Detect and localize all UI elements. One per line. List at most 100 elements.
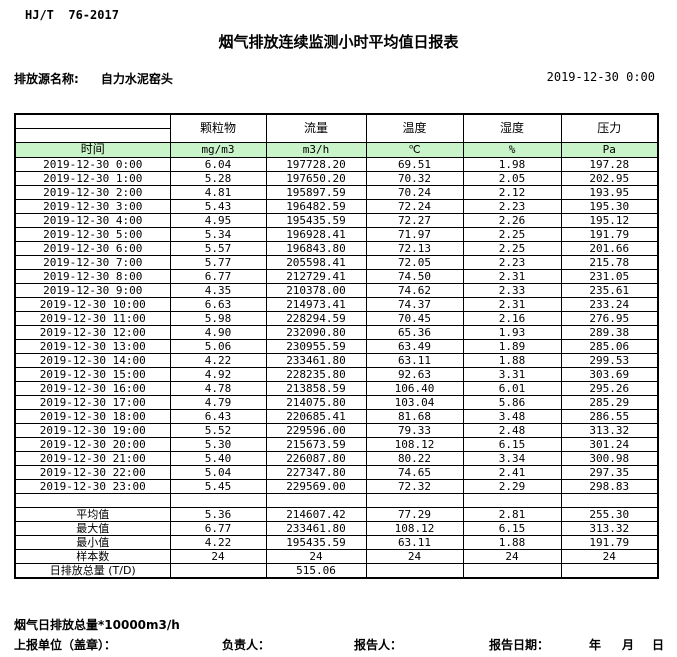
value-cell: 72.32 xyxy=(365,478,464,494)
value-cell: 202.95 xyxy=(560,170,659,186)
value-cell: 213858.59 xyxy=(265,380,367,396)
value-cell: 228294.59 xyxy=(265,310,367,326)
summary-value xyxy=(169,562,267,578)
table-row: 2019-12-30 11:00 5.98 228294.59 70.45 2.16 27… xyxy=(14,310,659,326)
summary-value: 6.77 xyxy=(169,520,267,536)
standard-number: HJ/T 76-2017 xyxy=(25,8,119,22)
value-cell: 3.34 xyxy=(462,450,562,466)
unit-flow: m3/h xyxy=(265,141,367,158)
value-cell: 303.69 xyxy=(560,366,659,382)
table-row: 2019-12-30 0:00 6.04 197728.20 69.51 1.98 197… xyxy=(14,156,659,172)
table-row: 2019-12-30 7:00 5.77 205598.41 72.05 2.23 215… xyxy=(14,254,659,270)
value-cell: 4.92 xyxy=(169,366,267,382)
unit-humidity: % xyxy=(462,141,562,158)
value-cell: 195.12 xyxy=(560,212,659,228)
value-cell: 196843.80 xyxy=(265,240,367,256)
value-cell: 233461.80 xyxy=(265,352,367,368)
time-cell: 2019-12-30 18:00 xyxy=(14,408,171,424)
value-cell: 4.90 xyxy=(169,324,267,340)
value-cell: 2.26 xyxy=(462,212,562,228)
summary-value: 5.36 xyxy=(169,506,267,522)
summary-row: 样本数 24 24 24 24 24 xyxy=(14,548,659,564)
summary-value: 77.29 xyxy=(365,506,464,522)
value-cell: 2.05 xyxy=(462,170,562,186)
summary-label: 样本数 xyxy=(14,548,171,564)
header-row-top: 颗粒物 流量 温度 湿度 压力 xyxy=(14,113,659,143)
column-header-temperature: 温度 xyxy=(365,113,464,143)
table-row: 2019-12-30 18:00 6.43 220685.41 81.68 3.48 28… xyxy=(14,408,659,424)
time-cell: 2019-12-30 0:00 xyxy=(14,156,171,172)
value-cell: 4.78 xyxy=(169,380,267,396)
value-cell: 4.95 xyxy=(169,212,267,228)
value-cell: 300.98 xyxy=(560,450,659,466)
value-cell: 5.30 xyxy=(169,436,267,452)
responsible-person-label: 负责人： xyxy=(222,638,271,652)
source-line: 排放源名称: 自力水泥窑头 2019-12-30 0:00 xyxy=(14,70,663,87)
value-cell: 2.25 xyxy=(462,240,562,256)
value-cell: 220685.41 xyxy=(265,408,367,424)
table-row: 2019-12-30 21:00 5.40 226087.80 80.22 3.34 30… xyxy=(14,450,659,466)
value-cell: 103.04 xyxy=(365,394,464,410)
day-label: 日 xyxy=(652,638,665,652)
value-cell: 106.40 xyxy=(365,380,464,396)
value-cell: 195435.59 xyxy=(265,212,367,228)
hourly-rows: 2019-12-30 0:00 6.04 197728.20 69.51 1.98 197… xyxy=(14,156,659,494)
table-row: 2019-12-30 14:00 4.22 233461.80 63.11 1.88 29… xyxy=(14,352,659,368)
report-date-label: 报告日期： xyxy=(489,638,550,652)
time-cell: 2019-12-30 9:00 xyxy=(14,282,171,298)
summary-value: 4.22 xyxy=(169,534,267,550)
value-cell: 71.97 xyxy=(365,226,464,242)
value-cell: 65.36 xyxy=(365,324,464,340)
value-cell: 6.63 xyxy=(169,296,267,312)
value-cell: 235.61 xyxy=(560,282,659,298)
table-row: 2019-12-30 4:00 4.95 195435.59 72.27 2.26 195… xyxy=(14,212,659,228)
time-cell: 2019-12-30 23:00 xyxy=(14,478,171,494)
value-cell: 5.57 xyxy=(169,240,267,256)
summary-label: 最大值 xyxy=(14,520,171,536)
value-cell: 2.31 xyxy=(462,268,562,284)
time-cell: 2019-12-30 6:00 xyxy=(14,240,171,256)
report-table: 颗粒物 流量 温度 湿度 压力 时间 mg/m3 m3/h ℃ % Pa 201… xyxy=(14,113,659,579)
value-cell: 214973.41 xyxy=(265,296,367,312)
value-cell: 70.24 xyxy=(365,184,464,200)
table-row: 2019-12-30 23:00 5.45 229569.00 72.32 2.29 29… xyxy=(14,478,659,494)
value-cell: 4.81 xyxy=(169,184,267,200)
corner-cell-bottom xyxy=(14,127,171,143)
summary-row: 日排放总量 (T/D) 515.06 xyxy=(14,562,659,578)
summary-value: 195435.59 xyxy=(265,534,367,550)
time-cell: 2019-12-30 7:00 xyxy=(14,254,171,270)
value-cell: 74.62 xyxy=(365,282,464,298)
value-cell: 74.50 xyxy=(365,268,464,284)
column-header-humidity: 湿度 xyxy=(462,113,562,143)
value-cell: 2.12 xyxy=(462,184,562,200)
value-cell: 2.16 xyxy=(462,310,562,326)
value-cell: 74.65 xyxy=(365,464,464,480)
column-header-flow: 流量 xyxy=(265,113,367,143)
value-cell: 196482.59 xyxy=(265,198,367,214)
value-cell: 5.34 xyxy=(169,226,267,242)
value-cell: 196928.41 xyxy=(265,226,367,242)
value-cell: 6.15 xyxy=(462,436,562,452)
table-row: 2019-12-30 15:00 4.92 228235.80 92.63 3.31 30… xyxy=(14,366,659,382)
summary-value: 24 xyxy=(365,548,464,564)
value-cell: 2.29 xyxy=(462,478,562,494)
summary-value: 24 xyxy=(265,548,367,564)
table-row: 2019-12-30 16:00 4.78 213858.59 106.40 6.01 2… xyxy=(14,380,659,396)
value-cell: 298.83 xyxy=(560,478,659,494)
summary-value xyxy=(365,562,464,578)
value-cell: 286.55 xyxy=(560,408,659,424)
summary-value xyxy=(560,562,659,578)
table-row: 2019-12-30 1:00 5.28 197650.20 70.32 2.05 202… xyxy=(14,170,659,186)
value-cell: 215.78 xyxy=(560,254,659,270)
value-cell: 313.32 xyxy=(560,422,659,438)
time-cell: 2019-12-30 2:00 xyxy=(14,184,171,200)
corner-cell-top xyxy=(14,113,171,129)
value-cell: 5.04 xyxy=(169,464,267,480)
table-row: 2019-12-30 13:00 5.06 230955.59 63.49 1.89 28… xyxy=(14,338,659,354)
value-cell: 3.48 xyxy=(462,408,562,424)
value-cell: 276.95 xyxy=(560,310,659,326)
reporter-label: 报告人： xyxy=(354,638,403,652)
value-cell: 197650.20 xyxy=(265,170,367,186)
summary-value: 63.11 xyxy=(365,534,464,550)
table-row: 2019-12-30 22:00 5.04 227347.80 74.65 2.41 29… xyxy=(14,464,659,480)
